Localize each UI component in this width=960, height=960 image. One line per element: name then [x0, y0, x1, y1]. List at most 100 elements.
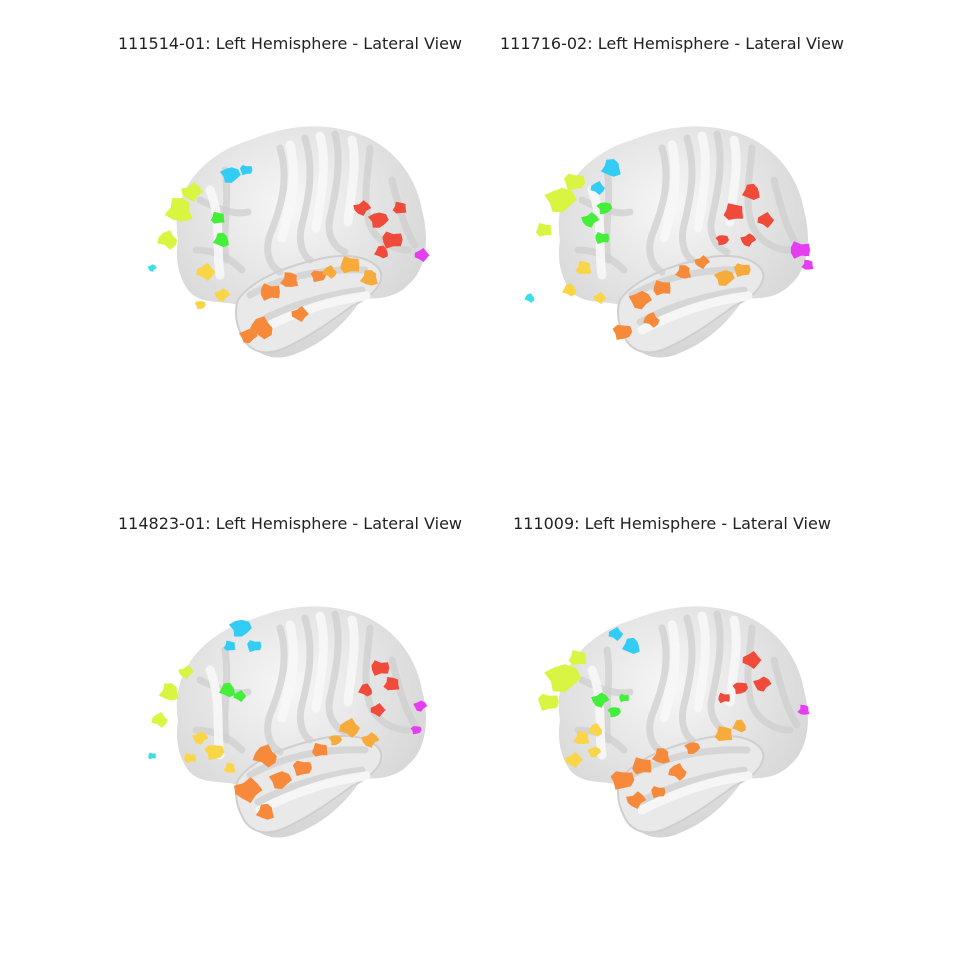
activation-region: [370, 703, 386, 717]
activation-region: [608, 627, 624, 641]
sulcus: [325, 610, 349, 736]
sulcus: [707, 130, 731, 256]
activation-region: [239, 328, 258, 344]
activation-region: [210, 211, 225, 224]
sulcus: [603, 646, 613, 744]
sulcus: [678, 134, 696, 264]
brain-lateral-view: [538, 606, 810, 838]
gyrus: [587, 665, 607, 760]
activation-region: [651, 786, 666, 799]
activation-region: [544, 664, 582, 693]
gyrus: [311, 611, 328, 713]
activation-region: [194, 301, 206, 310]
activation-region: [223, 640, 236, 651]
gyrus: [255, 291, 371, 335]
activation-region: [734, 263, 751, 278]
panel-title: 111514-01: Left Hemisphere - Lateral Vie…: [118, 34, 462, 53]
activation-region: [753, 676, 772, 692]
activation-region: [732, 719, 746, 733]
activation-region: [374, 245, 388, 259]
activation-region: [596, 202, 613, 214]
activation-region: [214, 288, 231, 302]
activation-region: [151, 712, 168, 728]
activation-region: [382, 231, 403, 249]
activation-region: [247, 640, 262, 653]
activation-region: [741, 183, 760, 200]
activation-region: [723, 203, 744, 220]
activation-region: [715, 235, 729, 246]
activation-region: [575, 261, 592, 275]
activation-region: [675, 265, 692, 279]
brain-lateral-view: [148, 606, 428, 838]
gyrus: [725, 615, 741, 707]
activation-region: [587, 746, 602, 758]
activation-region: [371, 660, 390, 676]
sulcus: [196, 196, 252, 217]
activation-region: [653, 280, 671, 296]
activation-region: [684, 742, 701, 754]
activation-region: [718, 692, 730, 704]
activation-region: [607, 707, 621, 718]
activation-region: [573, 731, 590, 745]
activation-region: [147, 264, 157, 272]
activation-region: [292, 760, 312, 776]
activation-region: [632, 757, 652, 775]
activation-region: [280, 272, 299, 287]
sulcus: [388, 656, 419, 729]
sulcus: [603, 166, 613, 264]
activation-region: [157, 230, 178, 250]
gyrus: [343, 615, 359, 707]
activation-region: [694, 255, 710, 269]
sulcus: [646, 144, 670, 276]
activation-region: [196, 263, 216, 281]
activation-region: [414, 248, 430, 262]
activation-region: [626, 791, 647, 809]
activation-region: [192, 731, 209, 745]
activation-region: [757, 212, 775, 228]
brain-lateral-view: [147, 126, 430, 358]
activation-region: [178, 665, 195, 679]
sulcus: [744, 624, 794, 734]
gyrus: [637, 771, 753, 815]
panel-title: 114823-01: Left Hemisphere - Lateral Vie…: [118, 514, 462, 533]
activation-region: [714, 726, 733, 742]
gyrus: [343, 135, 359, 227]
activation-region: [223, 762, 236, 773]
activation-region: [588, 723, 603, 737]
activation-region: [643, 312, 660, 328]
activation-region: [610, 771, 635, 790]
gyrus: [659, 140, 680, 243]
activation-region: [628, 290, 652, 310]
sulcus: [296, 134, 314, 264]
activation-region: [538, 693, 559, 711]
activation-region: [713, 270, 735, 286]
activation-region: [544, 187, 577, 213]
activation-region: [562, 283, 576, 297]
activation-region: [359, 270, 378, 286]
sulcus: [388, 176, 419, 249]
sulcus: [246, 746, 369, 779]
activation-region: [234, 777, 263, 803]
gyrus: [693, 131, 710, 233]
activation-region: [228, 619, 252, 637]
activation-region: [322, 265, 337, 279]
sulcus: [770, 656, 801, 729]
activation-region: [413, 700, 428, 712]
activation-region: [260, 283, 280, 301]
activation-region: [392, 201, 407, 214]
activation-region: [252, 744, 277, 768]
activation-region: [590, 181, 605, 195]
activation-region: [595, 232, 610, 245]
activation-region: [204, 745, 225, 760]
activation-region: [164, 198, 193, 222]
activation-region: [268, 771, 292, 789]
activation-region: [328, 735, 343, 746]
sulcus: [770, 176, 801, 249]
sulcus: [296, 614, 314, 744]
sulcus: [362, 144, 412, 254]
activation-region: [310, 270, 326, 283]
activation-region: [181, 182, 204, 202]
gyrus: [659, 620, 680, 723]
activation-region: [563, 173, 586, 191]
activation-region: [593, 292, 607, 304]
